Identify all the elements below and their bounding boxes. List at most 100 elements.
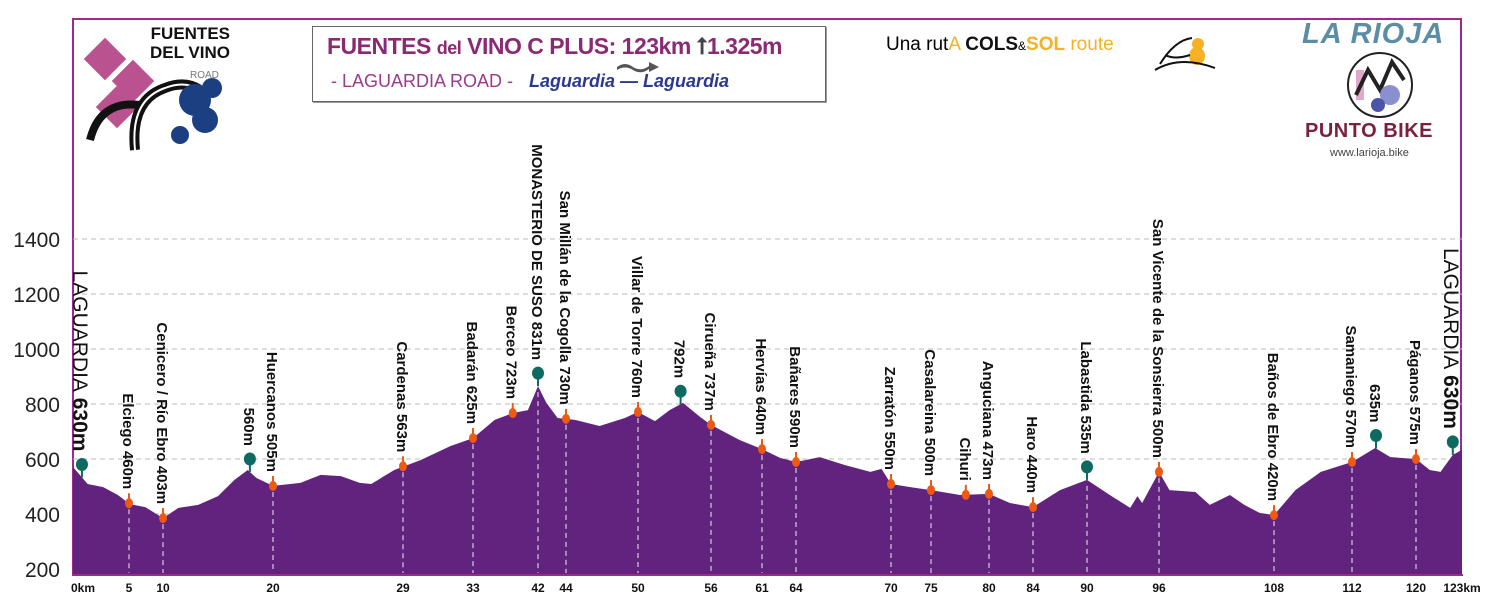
waypoint: LAGUARDIA 630m (1439, 248, 1462, 455)
x-tick-label: 70 (884, 581, 898, 595)
arrow-up-icon: ⭡ (696, 33, 708, 59)
waypoint: Berceo 723m (503, 306, 520, 419)
town-marker (927, 485, 935, 496)
waypoint-label: Cenicero / Río Ebro 403m (153, 322, 170, 504)
town-marker (887, 479, 895, 490)
x-tick-label: 20 (266, 581, 280, 595)
waypoint: Labastida 535m (1077, 341, 1094, 573)
summit-marker (243, 452, 256, 466)
waypoint: Cihuri (956, 437, 973, 500)
waypoint-label: Bañares 590m (786, 346, 803, 448)
route-title: FUENTES del VINO C PLUS: 123km ⭡1.325m (327, 33, 783, 60)
waypoint-label: Elciego 460m (119, 393, 136, 489)
waypoint: Cenicero / Río Ebro 403m (153, 322, 170, 573)
brand-website: www.larioja.bike (1330, 147, 1409, 159)
waypoint-label: LAGUARDIA 630m (1439, 248, 1462, 429)
logo-line2: DEL VINO (150, 43, 230, 62)
x-tick-label: 80 (982, 581, 996, 595)
town-marker (508, 408, 517, 419)
waypoint: Zarratón 550m (881, 367, 898, 573)
waypoint-label: San Millán de la Cogolla 730m (556, 191, 573, 405)
waypoint-label: Cardenas 563m (393, 341, 410, 452)
waypoint-elevation: 630m (68, 392, 91, 452)
waypoint-label: Haro 440m (1023, 416, 1040, 493)
x-tick-label: 123km (1443, 581, 1480, 595)
waypoint-label: Cirueña 737m (701, 313, 718, 411)
summit-marker (674, 384, 687, 398)
waypoint: Páganos 575m (1406, 340, 1423, 573)
x-tick-label: 108 (1264, 581, 1284, 595)
town-marker (985, 488, 993, 499)
waypoint-label: Casalareina 500m (921, 349, 938, 476)
waypoint-elevation: 630m (1439, 369, 1462, 429)
waypoint-name: LAGUARDIA (1439, 248, 1462, 369)
waypoint-label: 792m (671, 340, 688, 378)
summit-marker (1446, 435, 1459, 449)
town-marker (1270, 510, 1278, 521)
waypoint-label: Huercanos 505m (263, 352, 280, 472)
title-part: del (436, 38, 462, 58)
summit-marker (1081, 460, 1093, 474)
waypoint: Elciego 460m (119, 393, 136, 573)
waypoint-label: LAGUARDIA 630m (68, 271, 91, 452)
town-marker (758, 444, 766, 455)
y-tick-label: 200 (25, 559, 60, 582)
x-tick-label: 90 (1080, 581, 1094, 595)
tagline-part: SOL (1026, 34, 1066, 55)
x-tick-label: 42 (531, 581, 545, 595)
title-part: VINO C PLUS: 123km (467, 33, 691, 59)
subtitle-route: Laguardia — Laguardia (529, 71, 730, 91)
title-part: FUENTES (327, 33, 431, 59)
town-marker (469, 433, 477, 444)
waypoint: Haro 440m (1023, 416, 1040, 573)
waypoint: 560m (240, 408, 257, 472)
chart-frame (72, 18, 1462, 575)
town-marker (562, 413, 570, 424)
waypoint-label: Labastida 535m (1077, 341, 1094, 454)
waypoint-label: 560m (240, 408, 257, 446)
waypoint: Villar de Torre 760m (628, 256, 645, 573)
waypoint: Huercanos 505m (263, 352, 280, 573)
waypoint-label: Samaniego 570m (1342, 325, 1359, 448)
waypoint: Bañares 590m (786, 346, 803, 573)
town-marker (707, 419, 715, 430)
waypoint: Badarán 625m (463, 322, 480, 573)
waypoint-label: San Vicente de la Sonsierra 500m (1149, 219, 1166, 458)
x-tick-label: 64 (789, 581, 803, 595)
waypoint: Samaniego 570m (1342, 325, 1359, 573)
cols-sol-tagline: Una rutA COLS&SOL route (886, 34, 1114, 56)
waypoint: MONASTERIO DE SUSO 831m (528, 144, 545, 573)
x-tick-label: 96 (1152, 581, 1166, 595)
waypoint-label: Villar de Torre 760m (628, 256, 645, 398)
waypoint-name: LAGUARDIA (68, 271, 91, 392)
waypoint: Cardenas 563m (393, 341, 410, 573)
waypoint: Hervías 640m (752, 338, 769, 573)
x-tick-label: 50 (631, 581, 645, 595)
town-marker (269, 480, 277, 491)
x-tick-label: 61 (755, 581, 769, 595)
tagline-part: COLS (965, 34, 1018, 55)
town-marker (1412, 454, 1420, 464)
town-marker (792, 457, 800, 468)
town-marker (634, 406, 642, 417)
waypoint-label: Cihuri (956, 437, 973, 480)
waypoint: Cirueña 737m (701, 313, 718, 573)
x-tick-label: 120 (1406, 581, 1426, 595)
waypoint-label: Anguciana 473m (979, 361, 996, 480)
x-tick-label: 112 (1342, 581, 1362, 595)
x-tick-label: 33 (466, 581, 480, 595)
town-marker (1029, 502, 1037, 513)
arrow-right-icon (617, 62, 659, 73)
waypoint: San Millán de la Cogolla 730m (556, 191, 573, 573)
x-tick-label: 75 (924, 581, 938, 595)
x-tick-label: 29 (396, 581, 410, 595)
y-tick-label: 800 (25, 394, 60, 417)
town-marker (1348, 457, 1356, 468)
waypoint: 635m (1366, 384, 1383, 449)
y-tick-label: 600 (25, 449, 60, 472)
elevation-gain: 1.325m (706, 33, 783, 59)
y-tick-label: 1000 (13, 339, 60, 362)
x-tick-label: 10 (156, 581, 170, 595)
y-tick-label: 1200 (13, 284, 60, 307)
